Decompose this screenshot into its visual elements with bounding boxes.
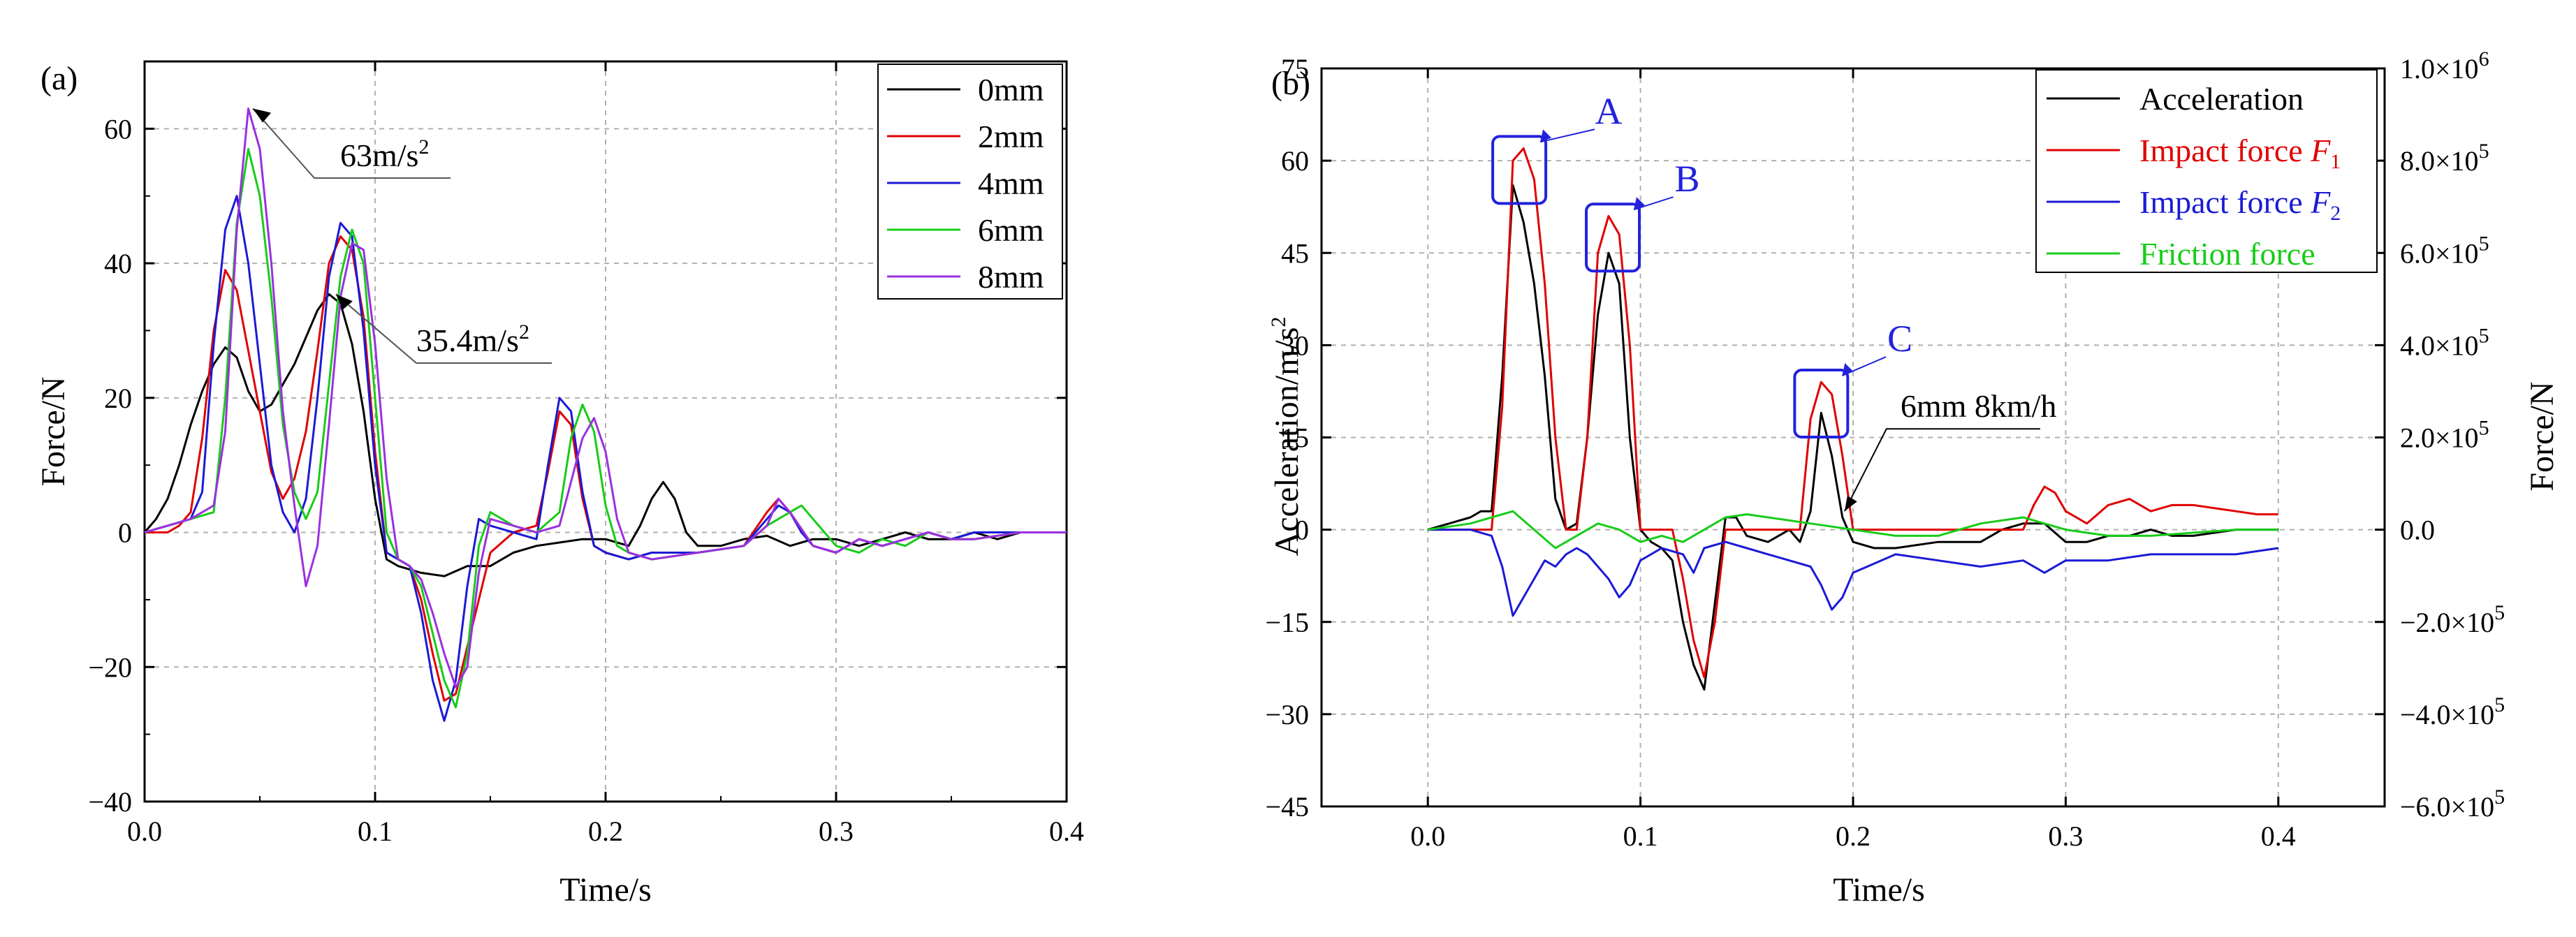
marker-leader-B [1633, 196, 1674, 211]
x-tick-label: 0.3 [2048, 820, 2083, 852]
y2-tick-label: 8.0×105 [2400, 140, 2489, 177]
series-line-0mm [143, 293, 1067, 577]
y-tick-label: 15 [1281, 422, 1309, 454]
annotation-6mm-8kmh: 6mm 8km/h [1901, 388, 2057, 424]
x-tick-label: 0.2 [588, 816, 623, 847]
y-tick-label: 0 [1295, 515, 1309, 546]
y-tick-label: 20 [104, 383, 132, 414]
x-tick-label: 0.1 [358, 816, 393, 847]
annotation-arrowhead [1844, 496, 1857, 512]
panel-label: (b) [1271, 65, 1310, 102]
y-tick-label: −15 [1265, 607, 1309, 638]
y2-tick-label: 2.0×105 [2400, 417, 2489, 454]
marker-box-A [1491, 135, 1548, 205]
legend-label-Acceleration: Acceleration [2139, 81, 2304, 117]
y-axis-title: Force/N [35, 376, 72, 486]
annotation-63: 63m/s2 [340, 135, 429, 173]
x-tick-label: 0.4 [2261, 820, 2296, 852]
y-tick-label: −30 [1265, 699, 1309, 730]
legend-box [2035, 69, 2378, 273]
legend-label-4mm: 4mm [978, 165, 1044, 201]
annotation-leader [252, 108, 451, 179]
marker-leader-A [1539, 128, 1595, 143]
y2-tick-label: 4.0×105 [2400, 324, 2489, 361]
legend-label-Impact force F1: Impact force F1 [2139, 133, 2341, 173]
marker-box-C [1793, 369, 1850, 439]
chart-panel-b: 0.0 0.1 0.2 0.3 0.4 75 60 45 30 15 0 −15 −30 −45 1.0×1… [1265, 47, 2561, 908]
series-line-6mm [144, 147, 1067, 709]
x-tick-label: 0.1 [1623, 820, 1658, 852]
x-axis-title: Time/s [559, 871, 652, 908]
y2-axis-title: Force/N [2524, 381, 2561, 491]
series-line-8mm [144, 108, 1067, 688]
marker-label-B: B [1675, 158, 1700, 200]
annotation-35-4: 35.4m/s2 [416, 320, 529, 358]
marker-box-B [1585, 202, 1641, 273]
panel-label: (a) [41, 60, 78, 97]
chart-panel-a: 0.0 0.1 0.2 0.3 0.4 60 40 20 0 −20 −40 Time/s Force/… [35, 60, 1084, 908]
annotation-arrowhead [253, 108, 272, 123]
marker-arrowhead-A [1540, 129, 1552, 142]
series-line-Impact force F1 [1428, 147, 2278, 679]
annotation-leader [335, 293, 552, 364]
x-tick-label: 0.2 [1836, 820, 1871, 852]
marker-arrowhead-C [1842, 363, 1854, 376]
y-tick-label: 30 [1281, 330, 1309, 361]
legend: 0mm 2mm 4mm 6mm 8mm [877, 64, 1063, 300]
x-tick-label: 0.0 [1410, 820, 1445, 852]
x-tick-label: 0.0 [127, 816, 162, 847]
y2-tick-label: −4.0×105 [2400, 693, 2505, 730]
y-tick-label: −20 [88, 651, 132, 683]
marker-arrowhead-B [1634, 197, 1646, 210]
series-line-Friction force [1427, 510, 2278, 549]
y-tick-label: 75 [1281, 53, 1309, 84]
y2-tick-label: −2.0×105 [2400, 601, 2505, 638]
legend-box [877, 64, 1063, 300]
y-axis-title: Acceleration/m/s2 [1267, 317, 1305, 556]
y-tick-label: 45 [1281, 237, 1309, 269]
annotation-leader [1843, 428, 2040, 512]
legend-label-Friction force: Friction force [2139, 236, 2315, 272]
marker-label-A: A [1595, 90, 1622, 132]
y-tick-label: 40 [104, 248, 132, 279]
y-tick-label: −40 [88, 786, 132, 818]
x-axis-title: Time/s [1833, 871, 1925, 908]
legend-label-0mm: 0mm [978, 72, 1044, 108]
y-tick-label: 60 [1281, 145, 1309, 177]
legend-label-2mm: 2mm [978, 119, 1044, 154]
legend-label-Impact force F2: Impact force F2 [2139, 184, 2341, 225]
legend-label-6mm: 6mm [978, 212, 1044, 248]
y2-tick-label: 6.0×105 [2400, 232, 2489, 269]
y-tick-label: −45 [1265, 791, 1309, 822]
legend-label-8mm: 8mm [978, 259, 1044, 295]
y-tick-label: 0 [118, 517, 132, 549]
x-tick-label: 0.4 [1049, 816, 1084, 847]
y2-tick-label: 0.0 [2400, 515, 2435, 546]
y2-tick-label: −6.0×105 [2400, 785, 2505, 822]
annotation-arrowhead [335, 294, 353, 310]
x-tick-label: 0.3 [819, 816, 854, 847]
series-line-Impact force F2 [1428, 529, 2279, 617]
legend: Acceleration Impact force F1 Impact force … [2035, 69, 2378, 273]
marker-label-C: C [1887, 318, 1912, 360]
y2-tick-label: 1.0×106 [2400, 47, 2489, 84]
y-tick-label: 60 [104, 113, 132, 145]
